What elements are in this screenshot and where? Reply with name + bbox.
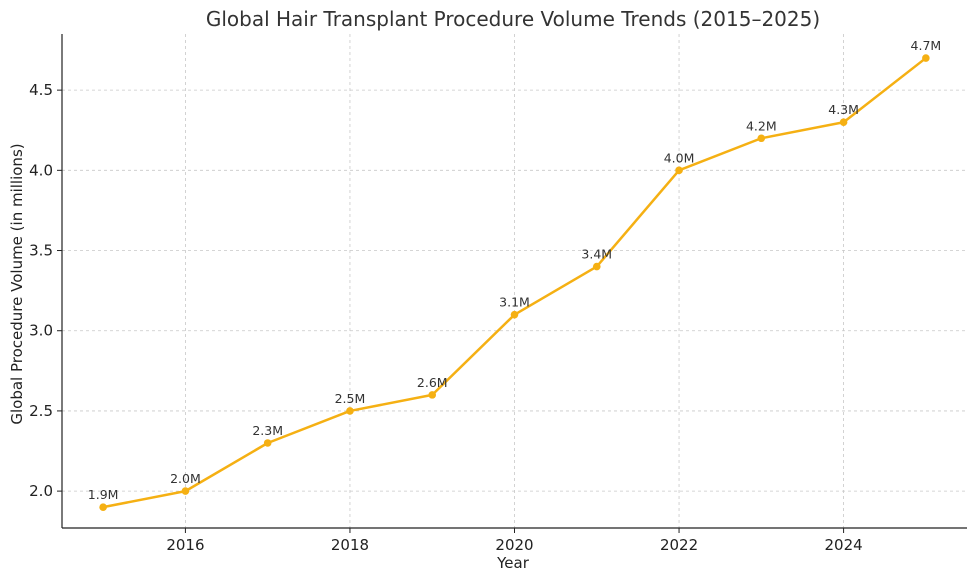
data-point bbox=[510, 310, 519, 319]
y-tick-label: 3.0 bbox=[29, 322, 53, 340]
x-tick-label: 2018 bbox=[331, 536, 369, 554]
x-axis-label: Year bbox=[496, 554, 530, 572]
data-label: 3.4M bbox=[581, 247, 612, 262]
y-tick-label: 3.5 bbox=[29, 242, 53, 260]
data-label: 1.9M bbox=[88, 487, 119, 502]
data-point bbox=[263, 439, 272, 447]
data-label: 4.2M bbox=[746, 118, 777, 133]
data-point bbox=[757, 134, 766, 143]
y-tick-label: 2.5 bbox=[29, 402, 53, 420]
y-tick-label: 4.5 bbox=[29, 81, 53, 99]
y-tick-label: 4.0 bbox=[29, 161, 53, 179]
chart-title: Global Hair Transplant Procedure Volume … bbox=[206, 7, 820, 31]
data-label: 2.6M bbox=[417, 375, 448, 390]
data-label: 4.7M bbox=[911, 38, 942, 53]
y-axis-label: Global Procedure Volume (in millions) bbox=[8, 143, 26, 424]
data-point bbox=[839, 118, 848, 127]
data-label: 2.3M bbox=[252, 423, 283, 438]
data-point bbox=[592, 262, 601, 271]
axes: 2016 2018 2020 2022 2024 2.0 2.5 3.0 3.5 4.0 4.5 bbox=[29, 34, 967, 554]
x-tick-label: 2020 bbox=[495, 536, 533, 554]
data-point bbox=[428, 391, 437, 399]
x-tick-label: 2016 bbox=[166, 536, 204, 554]
data-point bbox=[99, 503, 107, 511]
data-label: 3.1M bbox=[499, 295, 530, 310]
series: 1.9M 2.0M 2.3M 2.5M 2.6M 3.1M 3.4M 4.0M 4.2M 4.3M… bbox=[88, 38, 941, 511]
data-label: 4.0M bbox=[664, 150, 695, 165]
data-point bbox=[922, 54, 930, 62]
data-label: 2.0M bbox=[170, 471, 201, 486]
data-label: 2.5M bbox=[335, 391, 366, 406]
grid bbox=[62, 34, 967, 528]
x-tick-label: 2024 bbox=[824, 536, 862, 554]
data-point bbox=[181, 487, 190, 495]
y-tick-label: 2.0 bbox=[29, 482, 53, 500]
data-point bbox=[675, 166, 683, 175]
data-label: 4.3M bbox=[828, 102, 859, 117]
data-point bbox=[346, 407, 354, 415]
x-tick-label: 2022 bbox=[660, 536, 698, 554]
